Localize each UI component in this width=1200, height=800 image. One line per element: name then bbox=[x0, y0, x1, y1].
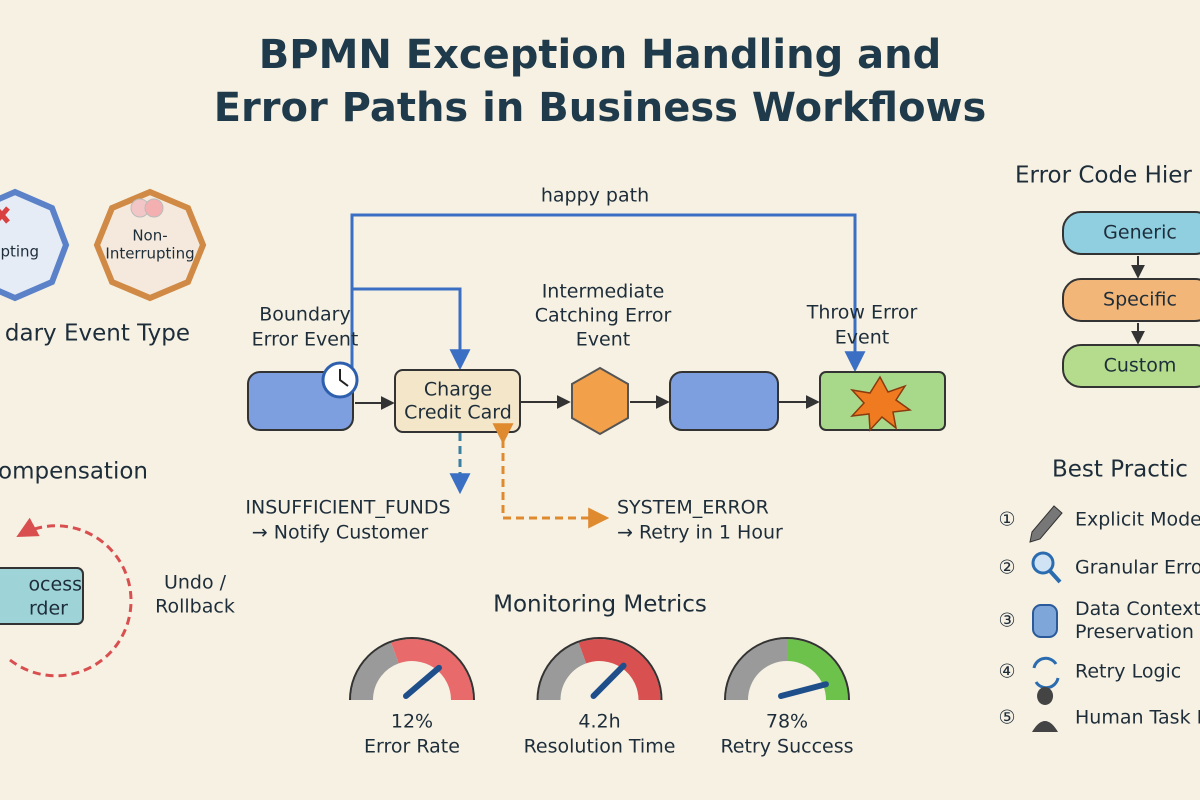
path-label: happy path bbox=[541, 185, 649, 207]
flow-label: Throw Error bbox=[806, 302, 918, 324]
starburst bbox=[849, 375, 913, 432]
error-arrow bbox=[492, 423, 610, 529]
practice-label: Retry Logic bbox=[1075, 661, 1181, 683]
error-action: → Retry in 1 Hour bbox=[617, 522, 783, 544]
timer-hands bbox=[339, 369, 349, 387]
gauge-arc bbox=[726, 639, 788, 701]
gauge-arc bbox=[391, 639, 473, 701]
x-icon bbox=[0, 206, 10, 224]
gauge-outline bbox=[724, 637, 850, 701]
happy-path-arrow bbox=[350, 213, 866, 373]
section-title: dary Event Type bbox=[5, 321, 190, 347]
practice-label: Preservation bbox=[1075, 621, 1194, 643]
flow-label: Event bbox=[835, 327, 889, 349]
level-label: Custom bbox=[1104, 355, 1177, 377]
gauge-outline bbox=[349, 637, 475, 701]
practice-marker: ④ bbox=[998, 661, 1015, 683]
task-label: rder bbox=[29, 598, 68, 620]
practice-marker: ⑤ bbox=[998, 707, 1015, 729]
gauge-value: 4.2h bbox=[578, 711, 620, 733]
gauge-needle bbox=[590, 662, 627, 699]
gauge-arc bbox=[538, 642, 587, 701]
magnifier-icon bbox=[1031, 551, 1055, 575]
practice-marker: ③ bbox=[998, 610, 1015, 632]
practices: ① Explicit Mode ② Granular Erro ③ Data Contex… bbox=[998, 509, 1200, 729]
title-line: Error Paths in Business Workflows bbox=[214, 85, 987, 131]
gauge-outline bbox=[536, 637, 663, 701]
task bbox=[394, 369, 521, 433]
practice-label: Granular Erro bbox=[1075, 557, 1200, 579]
error-code: INSUFFICIENT_FUNDS bbox=[245, 497, 450, 519]
gauge-arc bbox=[351, 642, 400, 701]
practice-marker: ① bbox=[998, 509, 1015, 531]
type-label: Interrupting bbox=[105, 245, 194, 263]
interrupting-badge bbox=[0, 188, 70, 302]
task-label: Charge bbox=[424, 379, 492, 401]
level-label: Generic bbox=[1103, 222, 1177, 244]
gauge-value: 78% bbox=[766, 711, 808, 733]
gauges: 12% Error Rate 4.2h Resolution Time 78% Retry… bbox=[349, 637, 854, 758]
practice-label: Data Context bbox=[1075, 598, 1200, 620]
level-box bbox=[1062, 344, 1200, 388]
gauge-label: Retry Success bbox=[720, 736, 853, 758]
flow-label: Event bbox=[576, 329, 630, 351]
database-icon bbox=[1032, 604, 1058, 638]
task bbox=[0, 567, 84, 625]
compensation-action: Rollback bbox=[155, 596, 235, 618]
error-action: → Notify Customer bbox=[252, 522, 429, 544]
section-title: Best Practic bbox=[1052, 457, 1188, 483]
compensation-loop bbox=[9, 517, 133, 678]
section-title: ompensation bbox=[0, 459, 148, 485]
level-box bbox=[1062, 211, 1200, 255]
flow-label: Error Event bbox=[252, 329, 359, 351]
task-label: Credit Card bbox=[404, 402, 512, 424]
compensation-action: Undo / bbox=[164, 572, 227, 594]
title-line: BPMN Exception Handling and bbox=[259, 32, 941, 78]
magnifier-icon bbox=[1048, 569, 1062, 584]
flow-label: Catching Error bbox=[535, 305, 672, 327]
non-interrupting-badge bbox=[93, 188, 207, 302]
pencil-icon bbox=[1029, 505, 1063, 543]
person-icon bbox=[1032, 687, 1058, 732]
type-label: upting bbox=[0, 243, 39, 261]
gauge-value: 12% bbox=[391, 711, 433, 733]
section-title: Error Code Hier bbox=[1015, 163, 1192, 189]
gauge-label: Resolution Time bbox=[524, 736, 676, 758]
error-code: SYSTEM_ERROR bbox=[617, 497, 769, 519]
boundary-arrow bbox=[352, 287, 471, 371]
icon bbox=[144, 198, 164, 218]
practice-label: Explicit Mode bbox=[1075, 509, 1200, 531]
task bbox=[669, 371, 779, 431]
type-label: Non- bbox=[132, 227, 167, 245]
gauge-needle bbox=[778, 681, 829, 699]
flow-label: Boundary bbox=[259, 304, 351, 326]
gauge-needle bbox=[403, 664, 442, 699]
retry-icon bbox=[1032, 656, 1060, 690]
task-label: ocess bbox=[28, 574, 82, 596]
gauge-arc bbox=[786, 639, 848, 701]
gauge-arc bbox=[578, 639, 661, 701]
section-title: Monitoring Metrics bbox=[493, 592, 707, 618]
gauge-label: Error Rate bbox=[364, 736, 460, 758]
flow-label: Intermediate bbox=[542, 281, 665, 303]
level-label: Specific bbox=[1103, 289, 1177, 311]
intermediate-event bbox=[571, 366, 629, 436]
practice-marker: ② bbox=[998, 557, 1015, 579]
practice-label: Human Task I bbox=[1075, 707, 1200, 729]
level-box bbox=[1062, 278, 1200, 322]
